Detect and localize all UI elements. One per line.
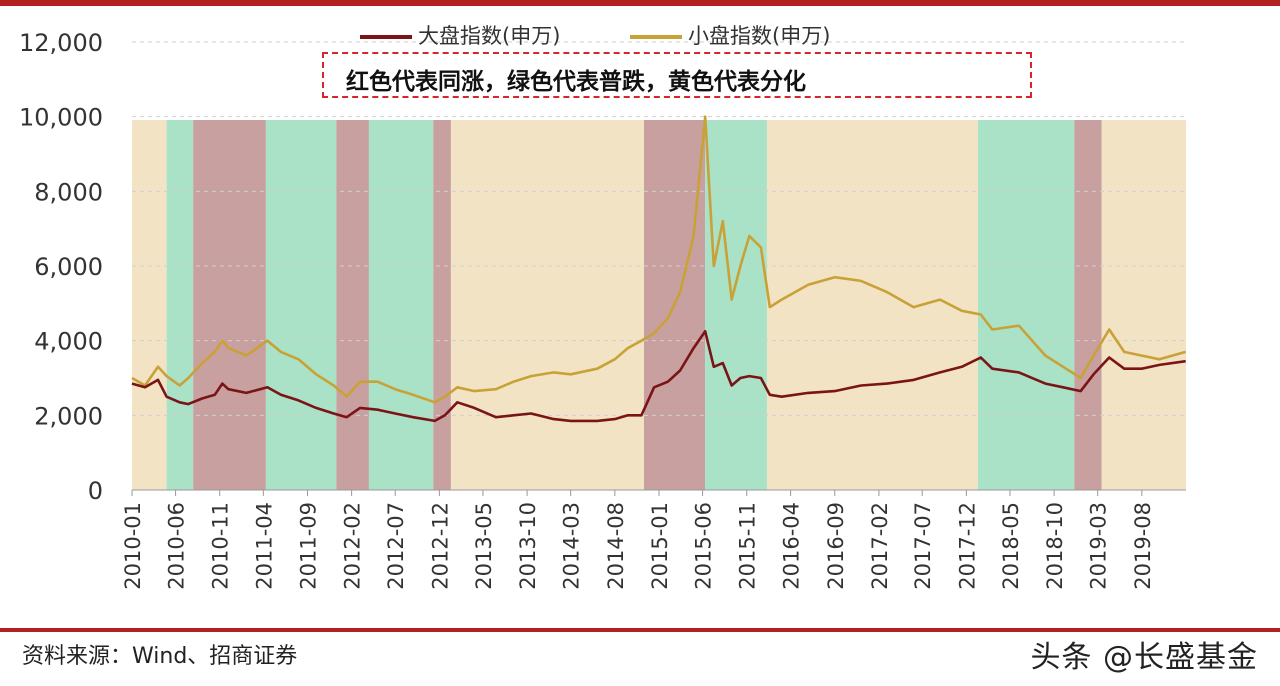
regime-band-6 bbox=[433, 120, 451, 490]
y-tick-label: 8,000 bbox=[34, 178, 103, 206]
x-tick-label: 2011-09 bbox=[296, 502, 320, 590]
regime-band-7 bbox=[450, 120, 644, 490]
regime-band-12 bbox=[1074, 120, 1102, 490]
x-tick-label: 2012-02 bbox=[341, 502, 365, 590]
series-lines bbox=[131, 115, 1187, 423]
legend-entry-large-cap: 大盘指数(申万) bbox=[360, 20, 560, 50]
watermark: 头条 @长盛基金 bbox=[1030, 640, 1258, 675]
y-tick-label: 4,000 bbox=[34, 328, 103, 356]
regime-band-11 bbox=[977, 120, 1075, 490]
regime-band-0 bbox=[132, 120, 167, 490]
top-rule bbox=[0, 0, 1280, 6]
x-tick-label: 2014-03 bbox=[560, 502, 584, 590]
regime-band-1 bbox=[166, 120, 194, 490]
x-tick-label: 2019-03 bbox=[1087, 502, 1111, 590]
x-tick-label: 2017-02 bbox=[868, 502, 892, 590]
x-tick-label: 2019-08 bbox=[1131, 502, 1155, 590]
regime-band-10 bbox=[766, 120, 978, 490]
x-tick-label: 2015-11 bbox=[736, 502, 760, 590]
annotation-box: 红色代表同涨，绿色代表普跌，黄色代表分化 bbox=[322, 52, 1032, 98]
annotation-text: 红色代表同涨，绿色代表普跌，黄色代表分化 bbox=[346, 69, 806, 95]
x-tick-label: 2018-05 bbox=[999, 502, 1023, 590]
y-tick-label: 12,000 bbox=[19, 29, 103, 57]
y-axis: 0 2,000 4,000 6,000 8,000 10,000 12,000 bbox=[19, 29, 103, 505]
regime-band-9 bbox=[705, 120, 767, 490]
regime-band-3 bbox=[265, 120, 337, 490]
y-tick-label: 6,000 bbox=[34, 253, 103, 281]
x-tick-label: 2015-01 bbox=[648, 502, 672, 590]
legend-swatch-large-cap bbox=[360, 35, 412, 39]
y-tick-label: 2,000 bbox=[34, 402, 103, 430]
regime-band-4 bbox=[336, 120, 369, 490]
x-tick-label: 2010-06 bbox=[165, 502, 189, 590]
legend-label-large-cap: 大盘指数(申万) bbox=[418, 24, 561, 48]
x-tick-label: 2012-12 bbox=[428, 502, 452, 590]
x-tick-label: 2018-10 bbox=[1043, 502, 1067, 590]
regime-bands bbox=[132, 120, 1186, 490]
regime-band-5 bbox=[368, 120, 434, 490]
x-tick-label: 2017-12 bbox=[955, 502, 979, 590]
legend-entry-small-cap: 小盘指数(申万) bbox=[630, 20, 830, 50]
x-tick-label: 2016-09 bbox=[824, 502, 848, 590]
x-tick-label: 2017-07 bbox=[911, 502, 935, 590]
regime-band-13 bbox=[1101, 120, 1186, 490]
x-tick-label: 2016-04 bbox=[780, 502, 804, 590]
x-tick-label: 2013-10 bbox=[516, 502, 540, 590]
x-tick-label: 2010-11 bbox=[209, 502, 233, 590]
x-tick-label: 2011-04 bbox=[252, 502, 276, 590]
x-axis: 2010-01 2010-06 2010-11 2011-04 2011-09 2012-… bbox=[121, 489, 1186, 590]
bottom-rule bbox=[0, 628, 1280, 632]
series-line-1 bbox=[131, 115, 1187, 404]
x-tick-label: 2014-08 bbox=[604, 502, 628, 590]
legend-swatch-small-cap bbox=[630, 35, 682, 39]
legend-label-small-cap: 小盘指数(申万) bbox=[688, 24, 831, 48]
x-tick-label: 2010-01 bbox=[121, 502, 145, 590]
regime-band-2 bbox=[193, 120, 266, 490]
x-tick-label: 2013-05 bbox=[472, 502, 496, 590]
series-line-0 bbox=[131, 330, 1186, 423]
y-tick-label: 10,000 bbox=[19, 104, 103, 132]
x-tick-label: 2012-07 bbox=[384, 502, 408, 590]
y-tick-label: 0 bbox=[88, 477, 103, 505]
x-tick-label: 2015-06 bbox=[692, 502, 716, 590]
source-note: 资料来源：Wind、招商证券 bbox=[22, 644, 298, 669]
